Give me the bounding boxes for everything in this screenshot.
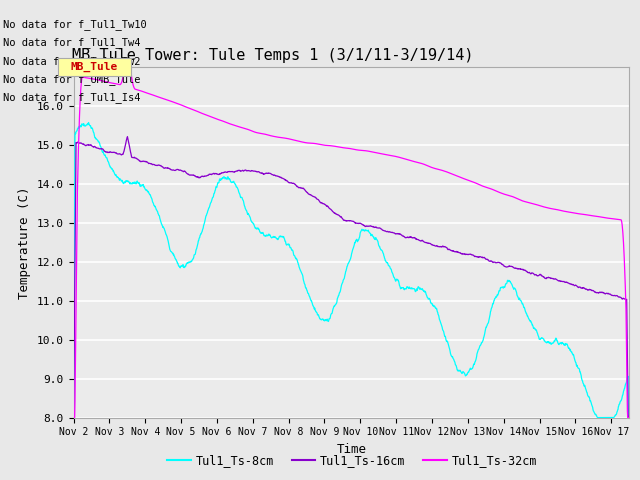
Text: No data for f_Tul1_Tw4: No data for f_Tul1_Tw4 — [3, 37, 141, 48]
Text: MB_Tule: MB_Tule — [71, 62, 118, 72]
Y-axis label: Temperature (C): Temperature (C) — [19, 186, 31, 299]
Legend: Tul1_Ts-8cm, Tul1_Ts-16cm, Tul1_Ts-32cm: Tul1_Ts-8cm, Tul1_Ts-16cm, Tul1_Ts-32cm — [163, 449, 541, 472]
X-axis label: Time: Time — [337, 443, 366, 456]
Text: No data for f_Tul1_Tw10: No data for f_Tul1_Tw10 — [3, 19, 147, 30]
Text: No data for f_UMB_Tule: No data for f_UMB_Tule — [3, 74, 141, 85]
Text: No data for f_Tul1_Tw2: No data for f_Tul1_Tw2 — [3, 56, 141, 67]
Text: No data for f_Tul1_Is4: No data for f_Tul1_Is4 — [3, 92, 141, 103]
Text: MB Tule Tower: Tule Temps 1 (3/1/11-3/19/14): MB Tule Tower: Tule Temps 1 (3/1/11-3/19… — [72, 48, 474, 63]
